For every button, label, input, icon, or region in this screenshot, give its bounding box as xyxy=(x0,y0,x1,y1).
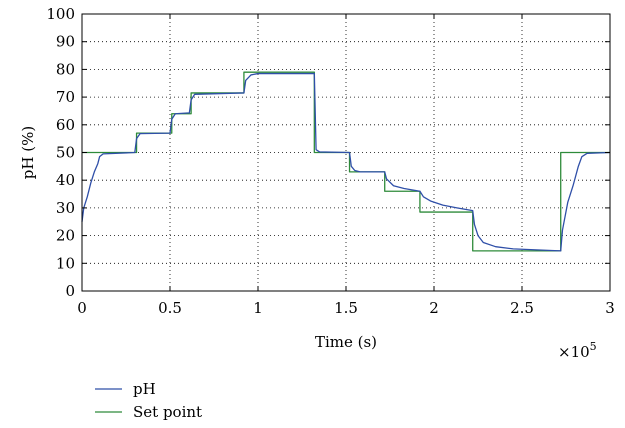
y-axis-label: pH (%) xyxy=(19,126,37,179)
y-tick-label: 40 xyxy=(56,171,75,189)
legend: pH Set point xyxy=(95,380,202,421)
x-tick-label: 1.5 xyxy=(334,299,358,317)
y-tick-label: 50 xyxy=(56,144,75,162)
y-tick-label: 70 xyxy=(56,88,75,106)
x-tick-label: 2 xyxy=(429,299,439,317)
x-multiplier-base: ×10 xyxy=(558,343,590,361)
x-axis-label: Time (s) xyxy=(315,333,377,351)
x-tick-label: 0 xyxy=(77,299,87,317)
y-tick-label: 30 xyxy=(56,199,75,217)
legend-label: pH xyxy=(133,380,156,398)
x-tick-label: 2.5 xyxy=(510,299,534,317)
series-line-ph xyxy=(81,72,611,252)
y-tick-label: 60 xyxy=(56,116,75,134)
x-multiplier-exponent: 5 xyxy=(590,340,597,353)
x-tick-label: 3 xyxy=(605,299,615,317)
y-tick-label: 100 xyxy=(46,5,75,23)
series-layer xyxy=(81,71,611,252)
y-tick-label: 80 xyxy=(56,60,75,78)
legend-label: Set point xyxy=(133,403,202,421)
x-tick-label: 1 xyxy=(253,299,263,317)
y-tick-label: 20 xyxy=(56,227,75,245)
x-axis-multiplier: ×105 xyxy=(558,340,597,361)
y-tick-label: 90 xyxy=(56,33,75,51)
x-tick-label: 0.5 xyxy=(158,299,182,317)
y-tick-label: 0 xyxy=(65,282,75,300)
y-tick-label: 10 xyxy=(56,254,75,272)
